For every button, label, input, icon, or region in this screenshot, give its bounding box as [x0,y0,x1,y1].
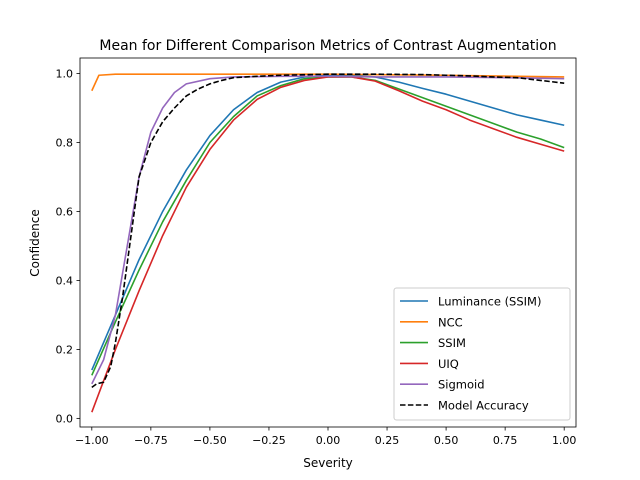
x-tick-label: −0.25 [252,434,286,447]
y-tick-label: 0.4 [56,274,74,287]
series-line-luminance-ssim [91,74,565,371]
x-axis-label: Severity [303,456,353,470]
x-tick-label: −0.50 [193,434,227,447]
series-line-sigmoid [91,75,565,385]
legend-label: SSIM [438,336,466,350]
x-tick-label: 1.00 [552,434,577,447]
x-tick-label: −1.00 [75,434,109,447]
series-line-model-accuracy [91,73,565,388]
legend-label: UIQ [438,357,459,371]
legend-label: NCC [438,315,463,329]
y-tick-label: 0.0 [56,412,74,425]
legend-box [393,287,571,421]
legend-label: Sigmoid [438,378,485,392]
legend-label: Luminance (SSIM) [438,295,541,309]
y-tick-label: 1.0 [56,68,74,81]
y-axis-label: Confidence [28,209,42,276]
x-tick-label: −0.75 [134,434,168,447]
x-tick-label: 0.50 [434,434,459,447]
x-tick-label: 0.00 [316,434,341,447]
x-tick-label: 0.75 [493,434,518,447]
y-tick-label: 0.8 [56,136,74,149]
y-tick-label: 0.2 [56,343,74,356]
legend: Luminance (SSIM) NCC SSIM UIQ Sigmoid Model A… [393,287,571,421]
x-tick-label: 0.25 [375,434,400,447]
chart-title: Mean for Different Comparison Metrics of… [99,38,556,54]
plot-area [91,73,565,413]
series-lines [91,73,565,413]
y-tick-label: 0.6 [56,205,74,218]
legend-label: Model Accuracy [438,399,529,413]
axes: −1.00 −0.75 −0.50 −0.25 0.00 0.25 0.50 0.75 1.00… [56,57,577,447]
